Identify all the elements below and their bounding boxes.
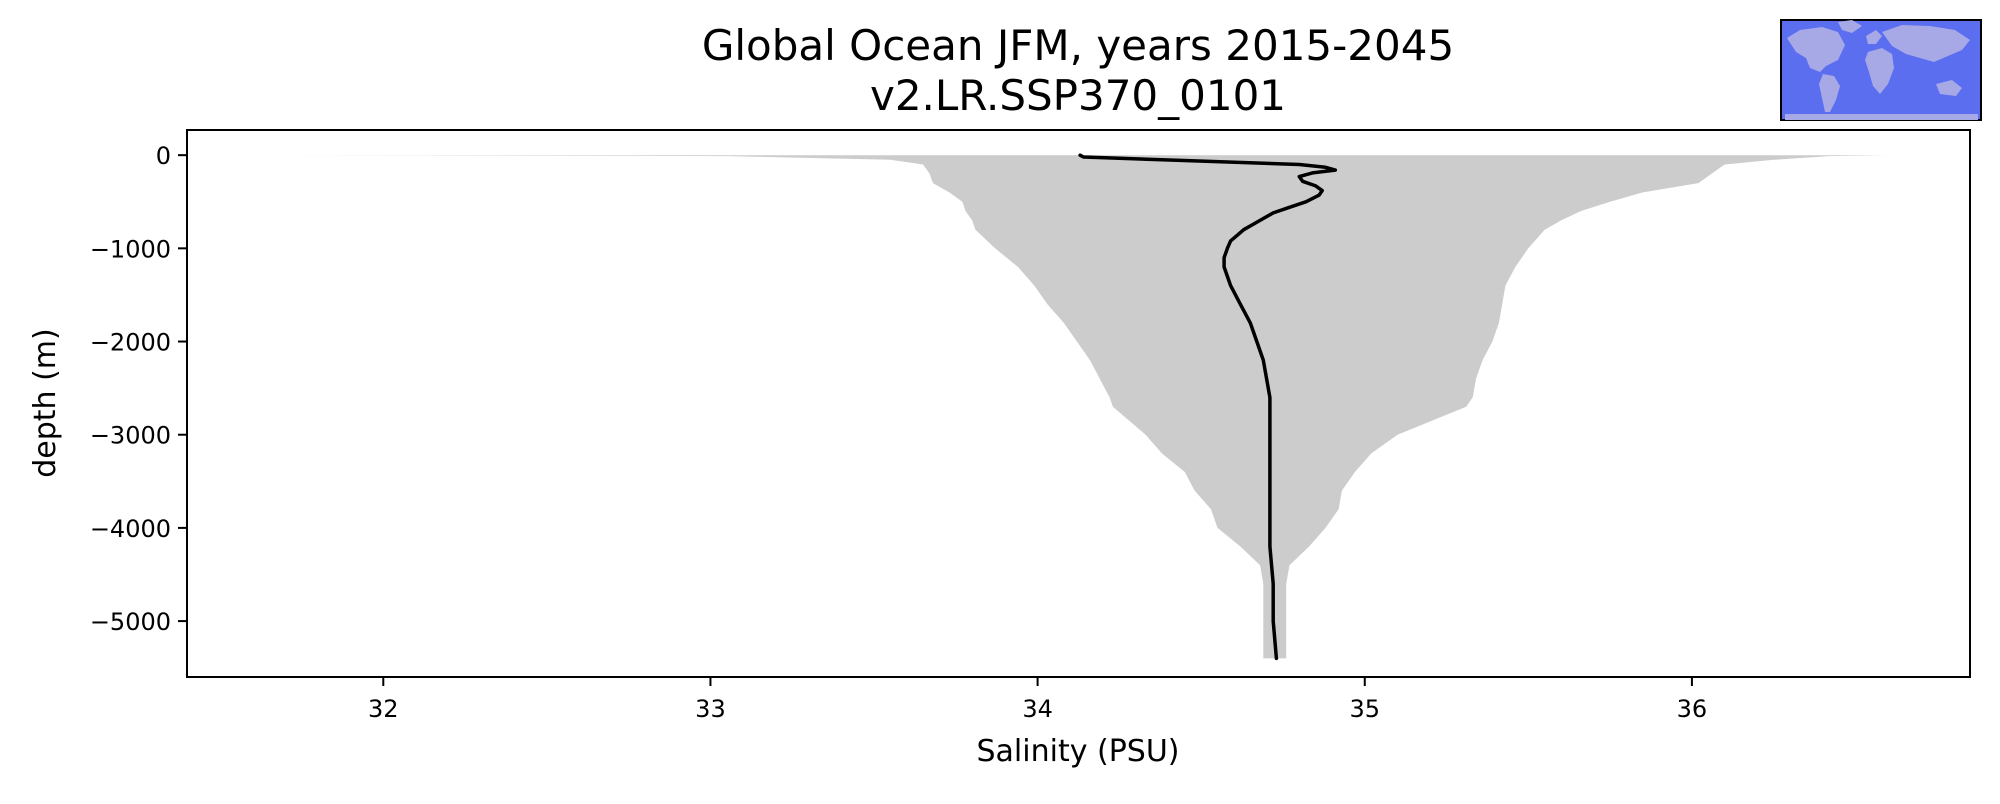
- mean-line-layer: [1078, 153, 1338, 661]
- x-tick-label: 32: [368, 695, 399, 723]
- chart-subtitle: v2.LR.SSP370_0101: [870, 71, 1286, 120]
- mean-salinity-line: [1078, 153, 1338, 661]
- x-tick-label: 34: [1022, 695, 1053, 723]
- y-tick-label: −5000: [90, 608, 171, 636]
- y-tick-label: 0: [156, 142, 171, 170]
- x-axis: 32 33 34 35 36: [368, 677, 1707, 723]
- envelope-layer: [268, 155, 1889, 659]
- x-axis-label: Salinity (PSU): [977, 734, 1180, 769]
- y-tick-label: −1000: [90, 235, 171, 263]
- y-axis: 0 −1000 −2000 −3000 −4000 −5000: [90, 142, 187, 636]
- y-tick-label: −3000: [90, 422, 171, 450]
- y-tick-label: −4000: [90, 515, 171, 543]
- world-map-icon: [1780, 19, 1982, 121]
- y-tick-label: −2000: [90, 329, 171, 357]
- salinity-range-envelope: [268, 155, 1889, 659]
- chart-title: Global Ocean JFM, years 2015-2045: [702, 21, 1454, 70]
- x-tick-label: 35: [1349, 695, 1380, 723]
- x-tick-label: 36: [1677, 695, 1708, 723]
- y-axis-label: depth (m): [28, 328, 63, 478]
- x-tick-label: 33: [695, 695, 726, 723]
- plot-area: [186, 129, 1971, 678]
